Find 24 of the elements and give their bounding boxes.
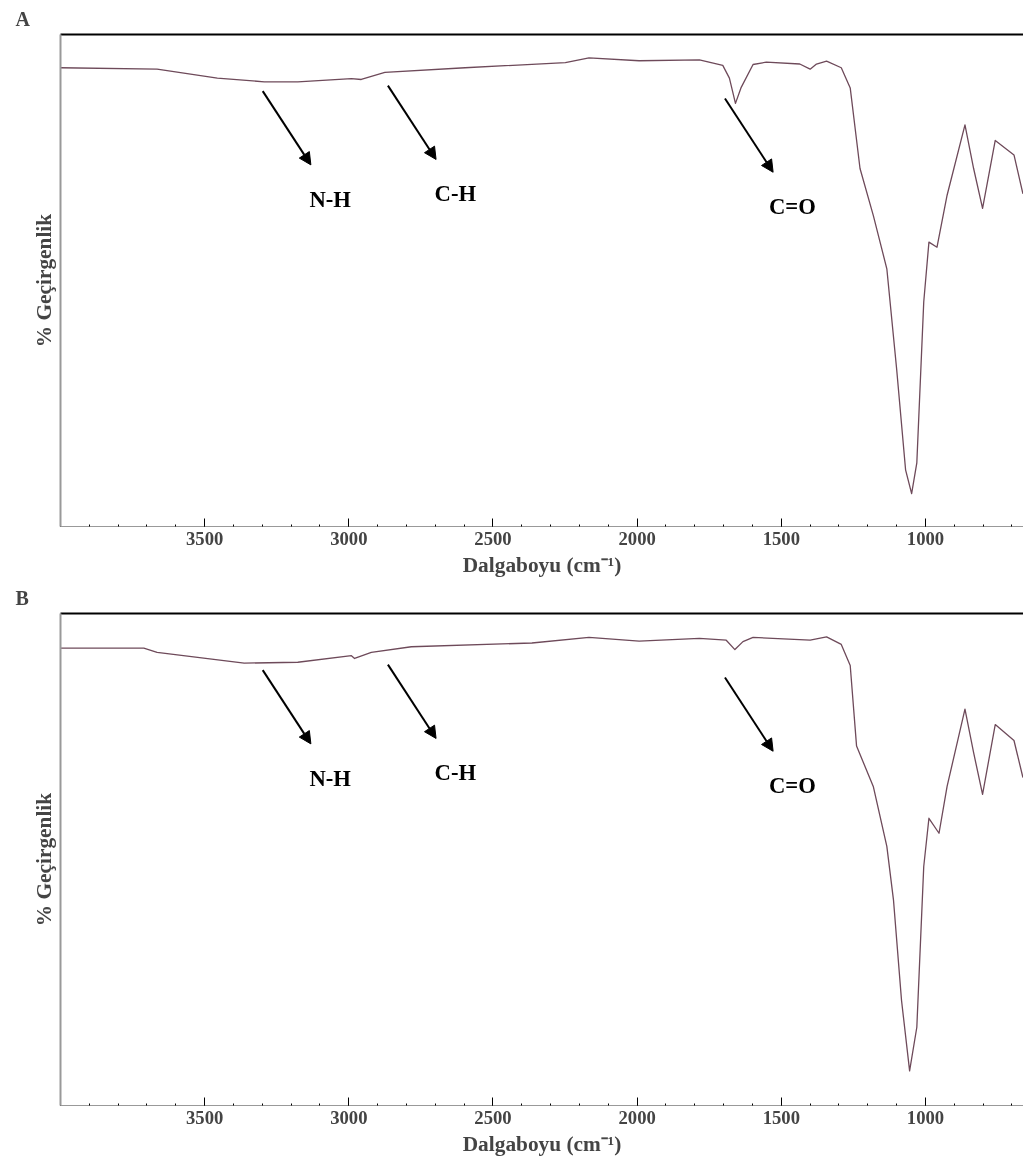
y-axis-title: % Geçirgenlik	[31, 213, 56, 348]
x-tick-label: 3000	[330, 527, 368, 549]
x-tick-label: 1500	[762, 527, 800, 549]
annotation: C=O	[768, 773, 816, 799]
x-tick-label: 2500	[474, 527, 512, 549]
x-axis-title: Dalgaboyu (cm⁻¹)	[462, 552, 622, 577]
annotation: C=O	[768, 194, 816, 220]
chart-title: B	[15, 586, 29, 609]
x-tick-label: 2000	[618, 1106, 656, 1128]
annotation: N-H	[309, 186, 352, 212]
annotation: C-H	[434, 181, 477, 207]
x-tick-label: 2500	[474, 1106, 512, 1128]
x-tick-label: 1500	[762, 1106, 800, 1128]
x-tick-label: 3500	[186, 1106, 224, 1128]
x-tick-label: 1000	[906, 527, 945, 549]
chart-title: A	[15, 7, 31, 30]
x-tick-label: 3500	[186, 527, 224, 549]
x-axis-title: Dalgaboyu (cm⁻¹)	[462, 1131, 622, 1156]
x-tick-label: 1000	[906, 1106, 945, 1128]
y-axis-title: % Geçirgenlik	[31, 792, 56, 927]
x-tick-label: 2000	[618, 527, 656, 549]
annotation: N-H	[309, 765, 352, 791]
annotation: C-H	[434, 760, 477, 786]
x-tick-label: 3000	[330, 1106, 368, 1128]
